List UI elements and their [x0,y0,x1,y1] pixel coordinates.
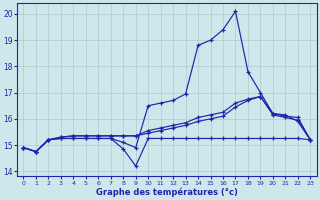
X-axis label: Graphe des températures (°c): Graphe des températures (°c) [96,187,238,197]
